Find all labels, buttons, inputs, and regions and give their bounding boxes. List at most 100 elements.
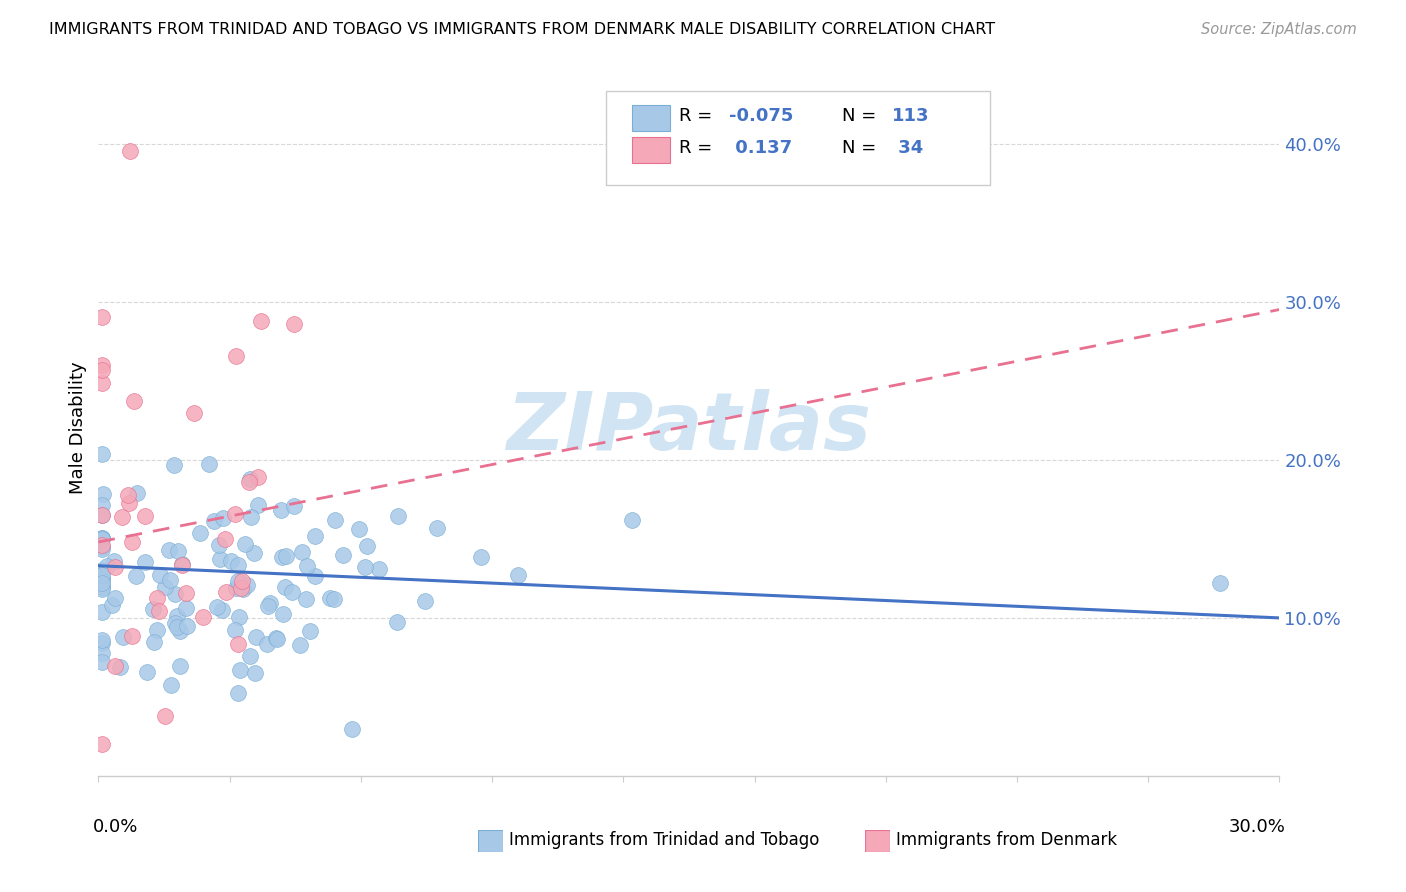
Point <box>214 585 236 599</box>
Text: 113: 113 <box>891 107 929 126</box>
Point <box>169 624 191 638</box>
Point <box>288 638 311 652</box>
Point <box>295 558 318 573</box>
Point <box>207 599 229 614</box>
Point <box>155 708 177 723</box>
Point <box>226 686 249 700</box>
Point <box>91 605 114 619</box>
Point <box>232 582 254 596</box>
Point <box>256 637 278 651</box>
Point <box>91 632 114 647</box>
Point <box>198 457 221 471</box>
Point <box>91 655 114 669</box>
Point <box>91 447 114 461</box>
Point <box>183 406 205 420</box>
Point <box>354 560 377 574</box>
Point <box>264 632 287 646</box>
Point <box>91 508 114 522</box>
Point <box>104 659 127 673</box>
Text: N =: N = <box>842 107 877 126</box>
Text: Immigrants from Denmark: Immigrants from Denmark <box>896 831 1116 849</box>
Point <box>387 508 409 523</box>
Point <box>172 558 194 572</box>
Text: Source: ZipAtlas.com: Source: ZipAtlas.com <box>1201 22 1357 37</box>
Point <box>214 532 236 546</box>
Point <box>91 376 114 391</box>
Text: 34: 34 <box>891 139 924 158</box>
Point <box>163 615 186 630</box>
Point <box>91 540 114 554</box>
Point <box>163 587 186 601</box>
Bar <box>633 104 671 131</box>
Point <box>91 582 114 596</box>
Point <box>108 660 131 674</box>
Point <box>273 580 295 594</box>
Point <box>174 601 197 615</box>
Point <box>159 542 181 557</box>
Point <box>118 145 141 159</box>
Point <box>304 568 326 582</box>
Point <box>211 603 233 617</box>
Text: N =: N = <box>842 139 877 158</box>
Point <box>172 557 194 571</box>
Point <box>136 665 159 679</box>
Point <box>283 500 305 514</box>
Point <box>257 599 280 614</box>
Point <box>91 537 114 551</box>
Point <box>620 513 643 527</box>
Point <box>91 532 114 546</box>
Point <box>247 470 270 484</box>
Point <box>174 586 197 600</box>
Point <box>319 591 342 606</box>
Point <box>91 531 114 545</box>
Point <box>159 573 181 587</box>
Point <box>242 546 264 560</box>
Point <box>413 594 436 608</box>
Point <box>271 607 294 622</box>
Point <box>368 562 391 576</box>
Text: 0.0%: 0.0% <box>93 818 138 836</box>
Point <box>153 581 176 595</box>
Point <box>193 610 215 624</box>
Point <box>148 604 170 618</box>
Point <box>295 591 318 606</box>
Point <box>229 581 252 595</box>
Point <box>91 564 114 578</box>
Point <box>166 620 188 634</box>
Point <box>226 574 249 588</box>
Text: ZIPatlas: ZIPatlas <box>506 389 872 467</box>
Point <box>188 526 211 541</box>
Point <box>270 550 292 565</box>
Point <box>91 498 114 512</box>
Point <box>225 350 247 364</box>
Point <box>145 591 167 605</box>
Point <box>246 498 269 512</box>
Text: 30.0%: 30.0% <box>1229 818 1285 836</box>
Point <box>166 609 188 624</box>
Point <box>146 624 169 638</box>
Point <box>104 591 127 606</box>
Point <box>91 573 114 587</box>
Point <box>239 649 262 664</box>
Point <box>239 509 262 524</box>
Point <box>276 549 298 563</box>
Point <box>211 511 233 525</box>
Point <box>91 580 114 594</box>
Point <box>340 722 363 736</box>
Point <box>91 487 114 501</box>
Point <box>117 496 139 510</box>
Point <box>91 738 114 752</box>
Bar <box>633 136 671 163</box>
Point <box>91 567 114 582</box>
Point <box>100 598 122 612</box>
Point <box>426 521 449 535</box>
FancyBboxPatch shape <box>606 91 990 185</box>
Point <box>134 508 156 523</box>
Point <box>228 610 250 624</box>
Point <box>356 539 378 553</box>
Point <box>91 508 114 522</box>
Text: R =: R = <box>679 139 713 158</box>
Point <box>117 488 139 502</box>
Point <box>91 363 114 377</box>
Point <box>111 510 134 524</box>
